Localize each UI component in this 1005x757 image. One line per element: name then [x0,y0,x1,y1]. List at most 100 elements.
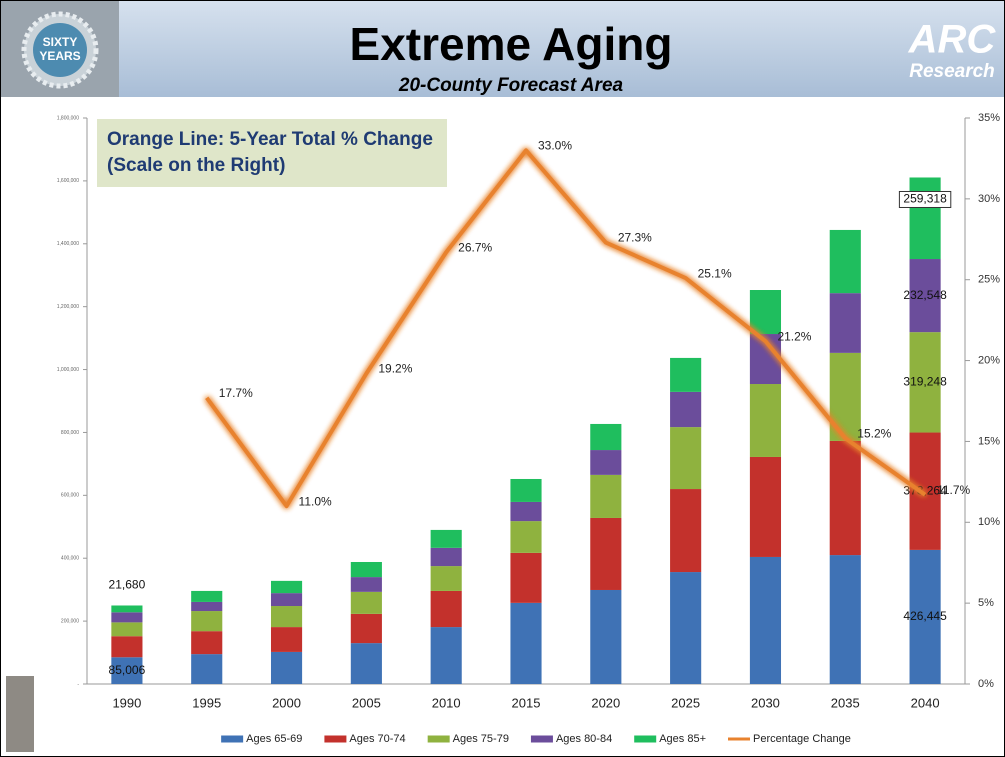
y-tick-label: 400,000 [61,556,79,562]
legend-label: Ages 70-74 [349,733,405,745]
legend-label: Ages 80-84 [556,733,612,745]
bar-segment [510,602,542,684]
bar-segment [510,501,542,522]
header-band [1,1,1004,97]
y-tick-label: 1,400,000 [57,241,79,247]
bar-value-label: 319,248 [903,375,947,389]
x-tick-label: 2015 [512,695,541,710]
line-value-label: 15.2% [857,426,891,440]
y2-tick-label: 25% [978,274,1000,286]
line-value-label: 17.7% [219,386,253,400]
bar-segment [430,547,462,567]
legend-item: Ages 65-69 [221,733,302,745]
bar-segment [909,259,941,333]
legend-swatch [221,735,244,743]
legend-item: Percentage Change [728,733,851,745]
bar-segment [909,549,941,684]
bar-segment [430,590,462,628]
line-value-label: 11.7% [937,483,970,497]
bar-segment [270,627,303,652]
logo-disc [33,23,87,77]
legend-item: Ages 80-84 [530,733,612,745]
bar-segment [191,590,223,602]
legend-label: Ages 75-79 [453,733,509,745]
legend-item: Ages 70-74 [324,733,406,745]
bar-segment [430,529,462,548]
bar-segment [350,613,382,644]
line-value-label: 19.2% [378,362,412,376]
label-box [898,190,952,208]
legend-item: Ages 75-79 [427,733,509,745]
bar-segment [350,591,382,614]
x-tick-label: 2025 [671,695,700,710]
bar-segment [191,611,223,632]
x-tick-label: 2040 [911,695,940,710]
x-tick-label: 1995 [192,695,221,710]
line-series [205,148,927,509]
bar-segment [430,566,462,591]
bar-segment [510,521,542,553]
bar-segment [270,651,303,684]
y-tick-label: 1,600,000 [57,178,79,184]
chart-subtitle: 20-County Forecast Area [398,75,624,96]
y-tick-label: - [77,681,79,687]
bar-segment [590,423,622,451]
bar-value-label: 259,318 [903,192,947,206]
y2-tick-label: 20% [978,354,1000,366]
legend-item: Ages 85+ [634,733,706,745]
y2-tick-label: 10% [978,516,1000,528]
bar-segment [749,456,782,557]
y-tick-label: 1,200,000 [57,304,79,310]
bar-segment [191,601,223,612]
bar-segment [749,290,782,335]
x-tick-label: 2035 [831,695,860,710]
bar-segment [510,552,542,603]
y2-tick-label: 30% [978,193,1000,205]
bar-segment [829,229,861,294]
line-value-label: 11.0% [299,494,332,508]
annotation: Orange Line: 5-Year Total % Change (Scal… [97,119,447,187]
bar-segment [510,478,542,502]
bar-segment [191,654,223,684]
photo-fragment [6,676,34,752]
chart-title: Extreme Aging [350,18,673,70]
bar-value-label: 85,006 [109,663,146,677]
legend-swatch [530,735,553,743]
logo-text: ARC [908,18,997,62]
bar-segment [670,489,702,573]
bar-value-label: 21,680 [109,578,146,592]
bar-segment [350,577,382,592]
bar-segment [670,427,702,490]
bar-segment [111,657,143,684]
y2-tick-label: 15% [978,435,1000,447]
y-tick-label: 1,000,000 [57,367,79,373]
bar-segment [590,517,622,590]
bar-segment [111,636,143,658]
bar-segment [670,357,702,392]
bar-segment [749,556,782,684]
y-tick-label: 600,000 [61,493,79,499]
x-tick-label: 2005 [352,695,381,710]
bar-value-label: 426,445 [903,609,947,623]
bar-segment [111,622,143,637]
logo-text: SIXTY [43,35,78,49]
legend-label: Percentage Change [753,733,851,745]
bar-segment [590,474,622,518]
bar-segment [670,391,702,428]
bar-segment [350,561,382,578]
bar-segment [111,612,143,623]
bar-segment [909,332,941,433]
line-value-label: 33.0% [538,139,572,153]
x-tick-label: 2020 [591,695,620,710]
bar-segment [270,580,303,594]
bar-segment [829,293,861,353]
line-value-label: 27.3% [618,231,652,245]
x-tick-label: 2010 [432,695,461,710]
bar-segment [350,643,382,684]
bar-segment [270,606,303,628]
bar-segment [909,432,941,550]
bar-segment [909,177,941,260]
logo-text: YEARS [39,49,80,63]
